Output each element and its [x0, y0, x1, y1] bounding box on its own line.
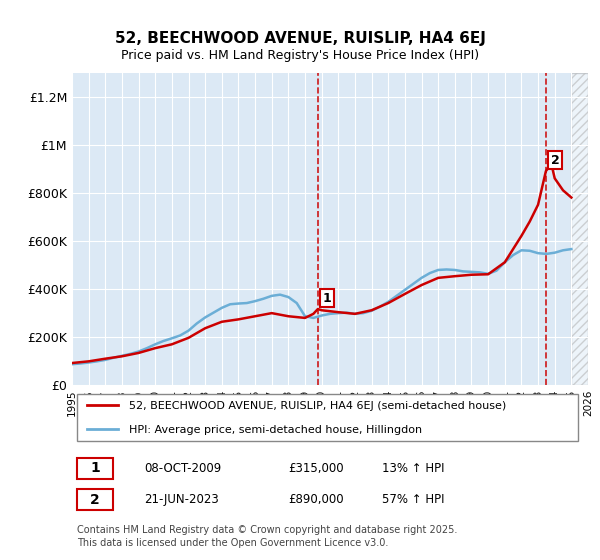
FancyBboxPatch shape	[77, 489, 113, 510]
Text: 1: 1	[323, 292, 332, 305]
Text: £315,000: £315,000	[289, 462, 344, 475]
Text: 21-JUN-2023: 21-JUN-2023	[144, 493, 219, 506]
Text: £890,000: £890,000	[289, 493, 344, 506]
Text: 13% ↑ HPI: 13% ↑ HPI	[382, 462, 444, 475]
Text: 52, BEECHWOOD AVENUE, RUISLIP, HA4 6EJ: 52, BEECHWOOD AVENUE, RUISLIP, HA4 6EJ	[115, 31, 485, 46]
Text: 2: 2	[551, 154, 560, 167]
Text: Price paid vs. HM Land Registry's House Price Index (HPI): Price paid vs. HM Land Registry's House …	[121, 49, 479, 62]
Text: Contains HM Land Registry data © Crown copyright and database right 2025.
This d: Contains HM Land Registry data © Crown c…	[77, 525, 458, 548]
FancyBboxPatch shape	[77, 394, 578, 441]
FancyBboxPatch shape	[77, 458, 113, 479]
Text: 57% ↑ HPI: 57% ↑ HPI	[382, 493, 444, 506]
Text: 52, BEECHWOOD AVENUE, RUISLIP, HA4 6EJ (semi-detached house): 52, BEECHWOOD AVENUE, RUISLIP, HA4 6EJ (…	[129, 402, 506, 412]
Text: 08-OCT-2009: 08-OCT-2009	[144, 462, 221, 475]
Text: 2: 2	[91, 493, 100, 507]
Text: 1: 1	[91, 461, 100, 475]
Text: HPI: Average price, semi-detached house, Hillingdon: HPI: Average price, semi-detached house,…	[129, 425, 422, 435]
